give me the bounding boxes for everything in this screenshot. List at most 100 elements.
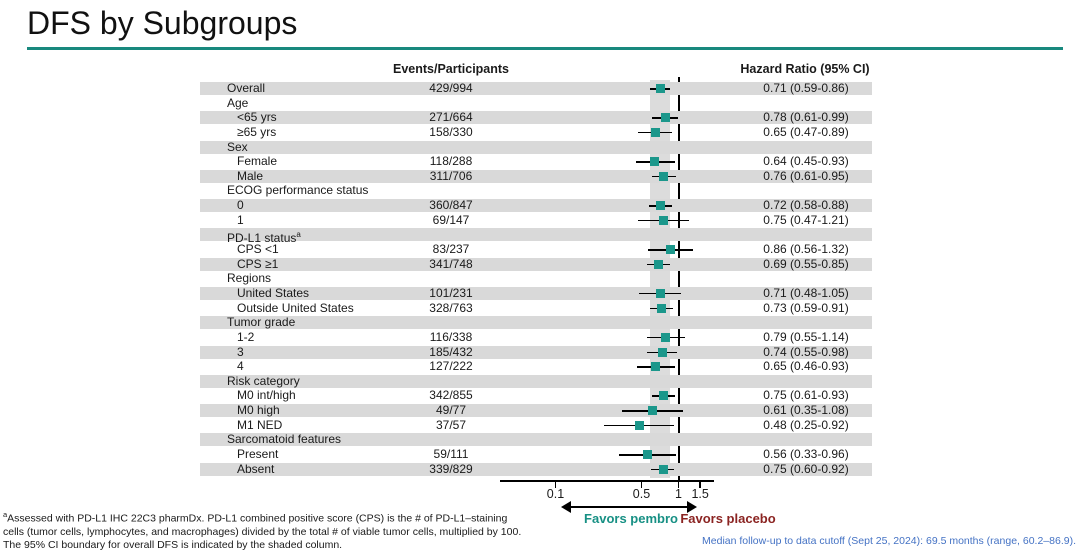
row-band	[200, 286, 872, 300]
row-label: <65 yrs	[237, 110, 277, 125]
row-label: 1	[237, 212, 244, 227]
hr-point-marker	[658, 464, 668, 474]
row-label: 0	[237, 198, 244, 213]
events-value: 37/57	[435, 417, 467, 432]
row-band	[200, 140, 872, 154]
row-label: CPS <1	[237, 242, 279, 257]
hr-value: 0.78 (0.61-0.99)	[763, 110, 849, 125]
x-axis-tick-label: 1	[675, 487, 682, 501]
hr-column-header: Hazard Ratio (95% CI)	[740, 62, 870, 76]
x-axis-tick-label: 1.5	[691, 487, 709, 501]
favors-arrow-right-head	[687, 501, 697, 513]
hr-value: 0.79 (0.55-1.14)	[763, 329, 849, 344]
favors-pembro-label: Favors pembro	[584, 511, 678, 526]
events-value: 59/111	[433, 447, 469, 461]
hr-point-marker	[650, 157, 660, 167]
row-label: Overall	[227, 81, 266, 95]
hr-point-marker	[655, 288, 665, 298]
hr-point-marker	[661, 332, 671, 342]
events-value: 341/748	[429, 256, 473, 271]
x-axis-line	[500, 480, 714, 482]
events-value: 127/222	[429, 359, 473, 374]
hr-value: 0.75 (0.60-0.92)	[763, 461, 849, 476]
row-label: 4	[237, 359, 244, 374]
median-followup-note: Median follow-up to data cutoff (Sept 25…	[702, 535, 1076, 547]
x-axis-tick	[677, 481, 680, 488]
row-label: Male	[237, 168, 264, 183]
row-band	[200, 404, 872, 418]
row-band	[200, 462, 872, 476]
row-label: Outside United States	[237, 300, 354, 315]
hr-point-marker	[657, 303, 667, 313]
footnote-line-1: aAssessed with PD-L1 IHC 22C3 pharmDx. P…	[3, 510, 508, 525]
hr-point-marker	[660, 113, 670, 123]
events-value: 429/994	[429, 81, 473, 95]
row-label: Regions	[227, 271, 272, 286]
row-band	[200, 316, 872, 330]
x-axis-tick-label: 0.5	[632, 487, 651, 501]
events-value: 158/330	[429, 124, 473, 139]
title-rule	[27, 47, 1063, 50]
row-label: Present	[237, 447, 279, 461]
events-column-header: Events/Participants	[392, 62, 510, 76]
hr-value: 0.74 (0.55-0.98)	[763, 344, 849, 359]
row-label: 3	[237, 344, 244, 359]
hr-value: 0.73 (0.59-0.91)	[763, 300, 849, 315]
row-label: Absent	[237, 461, 275, 476]
row-label: Risk category	[227, 373, 300, 388]
events-value: 311/706	[429, 168, 473, 183]
row-label: Age	[227, 95, 249, 110]
hr-value: 0.75 (0.47-1.21)	[763, 212, 849, 227]
hr-point-marker	[657, 347, 667, 357]
hr-point-marker	[665, 245, 675, 255]
hr-value: 0.56 (0.33-0.96)	[763, 447, 849, 461]
x-axis-tick	[699, 481, 701, 488]
row-label: CPS ≥1	[237, 256, 279, 271]
hr-value: 0.75 (0.61-0.93)	[763, 388, 849, 403]
hr-point-marker	[643, 450, 653, 459]
x-axis-tick	[554, 481, 557, 488]
x-axis-tick	[640, 481, 643, 488]
row-label: United States	[237, 285, 310, 300]
row-band	[200, 111, 872, 125]
hr-point-marker	[656, 201, 666, 211]
hr-value: 0.69 (0.55-0.85)	[763, 256, 849, 271]
hr-value: 0.65 (0.47-0.89)	[763, 124, 849, 139]
hr-value: 0.61 (0.35-1.08)	[763, 403, 849, 418]
hr-point-marker	[647, 406, 657, 416]
hr-point-marker	[650, 127, 660, 137]
row-label: M1 NED	[237, 417, 283, 432]
row-band	[200, 228, 872, 242]
hr-value: 0.71 (0.48-1.05)	[763, 285, 849, 300]
favors-arrow	[570, 506, 688, 508]
row-label: PD-L1 statusa	[227, 230, 301, 246]
row-label: ECOG performance status	[227, 183, 369, 198]
hr-point-marker	[659, 171, 669, 181]
events-value: 342/855	[429, 388, 473, 403]
row-label: ≥65 yrs	[237, 124, 277, 139]
hr-value: 0.64 (0.45-0.93)	[763, 154, 849, 169]
footnote-line-3: The 95% CI boundary for overall DFS is i…	[3, 538, 343, 551]
hr-value: 0.86 (0.56-1.32)	[763, 242, 849, 257]
hr-point-marker	[658, 391, 668, 401]
hr-value: 0.65 (0.46-0.93)	[763, 359, 849, 374]
hr-value: 0.72 (0.58-0.88)	[763, 198, 849, 213]
events-value: 185/432	[429, 344, 473, 359]
row-band	[200, 374, 872, 388]
page-title: DFS by Subgroups	[27, 5, 298, 41]
events-value: 328/763	[429, 300, 473, 315]
row-label: Sarcomatoid features	[227, 432, 342, 447]
hr-point-marker	[655, 84, 665, 93]
hr-point-marker	[634, 420, 644, 430]
hr-point-marker	[654, 259, 664, 269]
footnote-superscript: a	[3, 510, 8, 519]
favors-arrow-left-head	[561, 501, 571, 513]
events-value: 360/847	[429, 198, 473, 213]
events-value: 271/664	[429, 110, 473, 125]
events-value: 101/231	[429, 285, 473, 300]
events-value: 49/77	[435, 403, 467, 418]
row-label: M0 high	[237, 403, 280, 418]
events-value: 116/338	[429, 329, 473, 344]
row-label: Female	[237, 154, 278, 169]
row-band	[200, 199, 872, 213]
